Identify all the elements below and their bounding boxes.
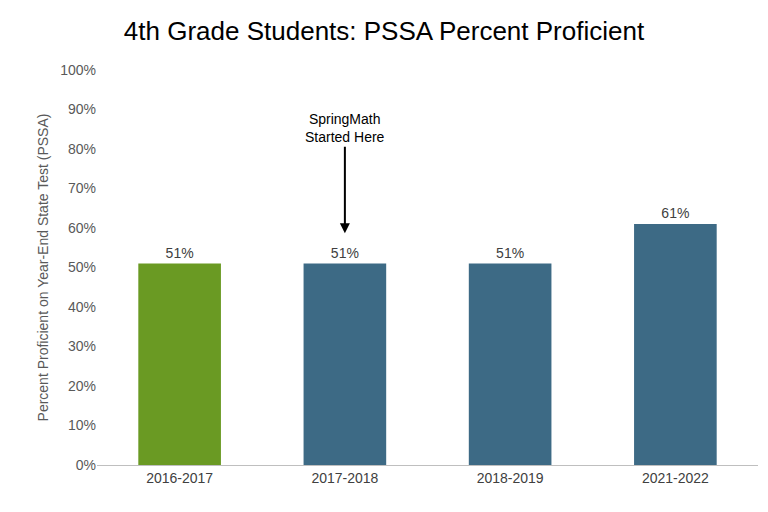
svg-text:30%: 30% [68,338,96,354]
svg-text:51%: 51% [166,245,194,261]
svg-text:2016-2017: 2016-2017 [146,470,213,486]
svg-text:51%: 51% [496,245,524,261]
svg-text:100%: 100% [60,62,96,78]
svg-text:40%: 40% [68,299,96,315]
svg-text:61%: 61% [661,205,689,221]
svg-text:20%: 20% [68,378,96,394]
svg-text:60%: 60% [68,220,96,236]
svg-text:50%: 50% [68,259,96,275]
svg-text:51%: 51% [331,245,359,261]
svg-text:4th Grade Students: PSSA Perce: 4th Grade Students: PSSA Percent Profici… [124,16,645,46]
svg-text:2018-2019: 2018-2019 [477,470,544,486]
svg-text:2017-2018: 2017-2018 [311,470,378,486]
svg-text:2021-2022: 2021-2022 [642,470,709,486]
svg-text:90%: 90% [68,101,96,117]
svg-text:80%: 80% [68,141,96,157]
svg-text:SpringMathStarted Here: SpringMathStarted Here [305,111,385,145]
svg-text:0%: 0% [76,457,96,473]
svg-text:70%: 70% [68,180,96,196]
svg-text:10%: 10% [68,417,96,433]
svg-text:Percent Proficient on Year-End: Percent Proficient on Year-End State Tes… [35,114,51,422]
